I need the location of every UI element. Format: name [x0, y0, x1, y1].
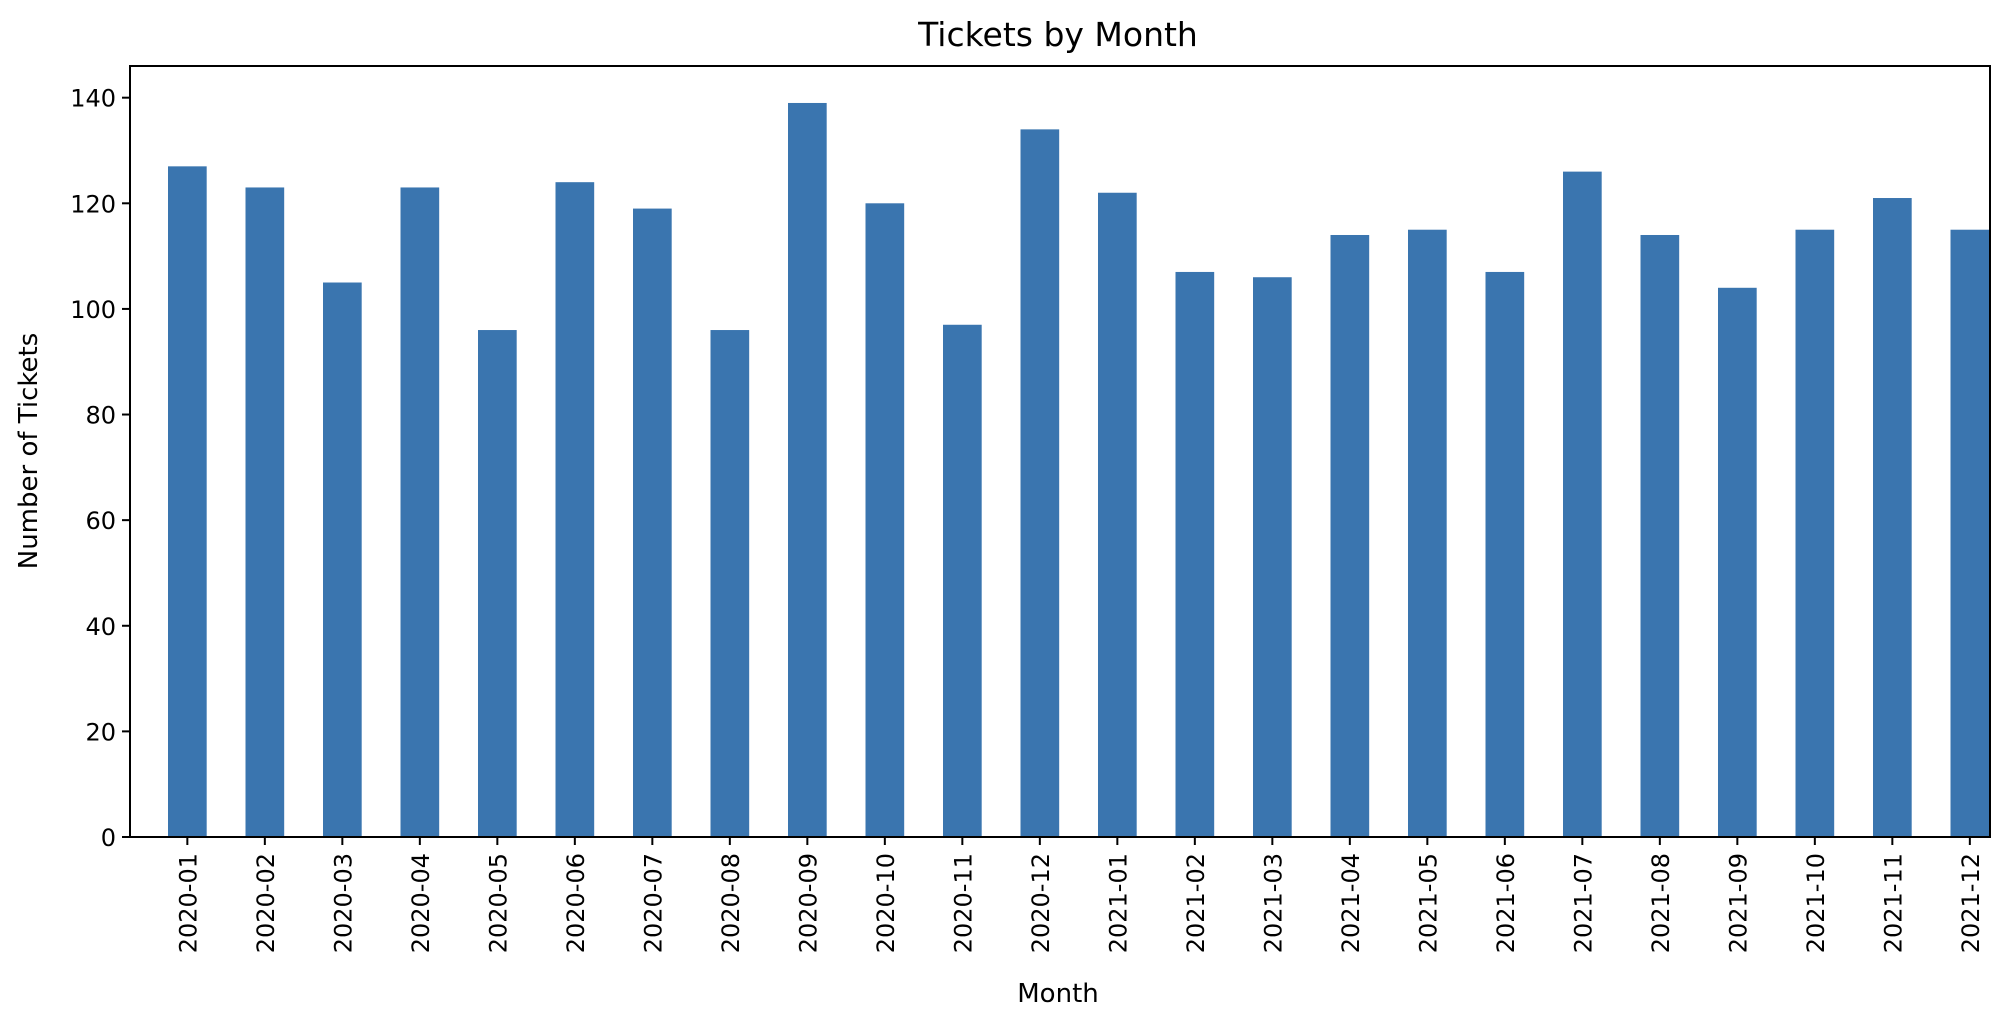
bar-2021-02: [1175, 271, 1215, 837]
x-axis-ticks: 2020-01 2020-02 2020-03 2020-04 2020-05 2020-…: [174, 837, 1985, 953]
x-tick-label: 2020-10: [872, 853, 900, 953]
bar-2021-11: [1873, 198, 1912, 837]
y-tick-label: 60: [85, 507, 116, 535]
x-tick-label: 2020-06: [562, 853, 590, 953]
y-tick-label: 140: [70, 85, 116, 113]
bar-2020-10: [865, 203, 905, 838]
bar-2021-07: [1563, 171, 1602, 837]
x-tick-label: 2020-08: [717, 853, 745, 953]
bar-2021-10: [1795, 229, 1835, 837]
bar-2020-06: [555, 182, 595, 837]
x-tick-label: 2021-12: [1957, 853, 1985, 953]
x-tick-label: 2021-04: [1337, 853, 1365, 953]
x-tick-label: 2020-05: [484, 853, 512, 953]
bar-2021-03: [1253, 277, 1292, 838]
bar-2020-03: [323, 282, 362, 837]
x-tick-label: 2021-08: [1647, 853, 1675, 953]
y-tick-label: 20: [85, 718, 116, 746]
y-tick-label: 80: [85, 402, 116, 430]
bar-2020-04: [400, 187, 440, 837]
x-tick-label: 2021-10: [1802, 853, 1830, 953]
x-tick-label: 2020-01: [174, 853, 202, 953]
x-tick-label: 2020-03: [329, 853, 357, 953]
x-tick-label: 2020-09: [794, 853, 822, 953]
x-tick-label: 2021-07: [1569, 853, 1597, 953]
bar-group: [168, 102, 1990, 838]
bar-2021-12: [1950, 229, 1990, 837]
bar-2020-08: [710, 330, 750, 837]
y-tick-label: 40: [85, 613, 116, 641]
x-tick-label: 2021-09: [1724, 853, 1752, 953]
y-tick-label: 120: [70, 190, 116, 218]
plot-frame: [129, 65, 1991, 838]
x-tick-label: 2021-02: [1182, 853, 1210, 953]
y-axis-ticks: 0 20 40 60 80 100 120 140: [70, 85, 130, 852]
bar-2020-09: [788, 102, 827, 838]
y-tick-label: 100: [70, 296, 116, 324]
bar-2021-04: [1330, 234, 1370, 838]
x-tick-label: 2021-06: [1492, 853, 1520, 953]
bar-2020-05: [478, 330, 517, 837]
bar-2020-02: [245, 187, 285, 837]
bar-2020-01: [168, 166, 207, 838]
x-tick-label: 2020-12: [1027, 853, 1055, 953]
bar-2020-07: [633, 208, 672, 837]
x-tick-label: 2021-05: [1414, 853, 1442, 953]
chart-title: Tickets by Month: [917, 15, 1198, 54]
bar-2021-08: [1640, 234, 1680, 838]
bar-2021-01: [1098, 192, 1137, 838]
x-tick-label: 2020-11: [949, 853, 977, 953]
x-tick-label: 2020-04: [407, 853, 435, 953]
bar-2021-09: [1718, 287, 1757, 837]
x-tick-label: 2020-07: [639, 853, 667, 953]
bar-2020-11: [943, 324, 982, 837]
y-tick-label: 0: [101, 824, 116, 852]
bar-2021-06: [1485, 271, 1525, 837]
x-tick-label: 2021-03: [1259, 853, 1287, 953]
x-tick-label: 2021-01: [1104, 853, 1132, 953]
x-tick-label: 2020-02: [252, 853, 280, 953]
x-tick-label: 2021-11: [1879, 853, 1907, 953]
bar-2021-05: [1408, 229, 1447, 837]
bar-2020-12: [1020, 129, 1060, 837]
x-axis-label: Month: [1017, 979, 1099, 1006]
y-axis-label: Number of Tickets: [14, 333, 44, 570]
